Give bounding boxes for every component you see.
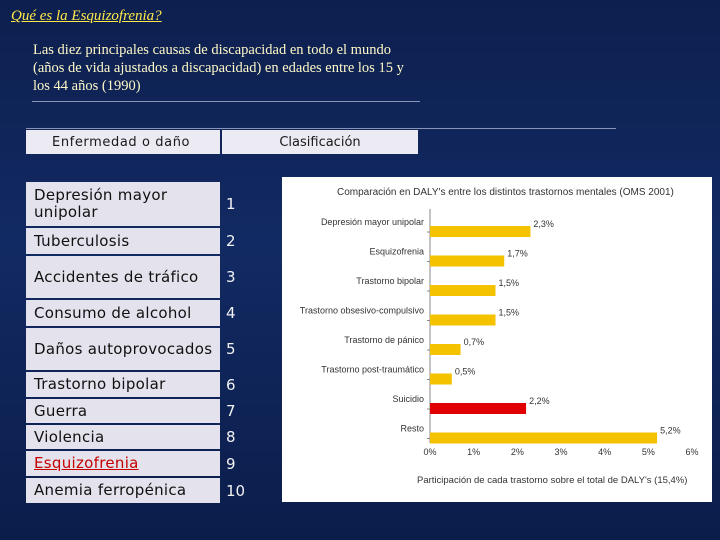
table-cell-rank: 5 [226, 340, 236, 358]
table-cell-rank: 3 [226, 268, 236, 286]
chart-data-label: 2,3% [533, 219, 554, 229]
table-cell-disease: Tuberculosis [26, 228, 220, 254]
daly-chart: Comparación en DALY's entre los distinto… [282, 177, 712, 502]
chart-bar [430, 344, 461, 355]
table-row: Esquizofrenia 9 [26, 451, 266, 476]
chart-data-label: 0,5% [455, 367, 476, 377]
chart-data-label: 0,7% [464, 337, 485, 347]
chart-bar [430, 314, 496, 326]
esquizofrenia-link[interactable]: Esquizofrenia [34, 454, 139, 472]
table-cell-disease: Consumo de alcohol [26, 300, 220, 326]
chart-bar [430, 255, 505, 267]
table-cell-disease: Anemia ferropénica [26, 478, 220, 503]
table-cell-rank: 10 [226, 481, 246, 500]
table-row: Violencia 8 [26, 425, 266, 449]
table-row: Depresión mayor unipolar 1 [26, 182, 266, 226]
chart-category-label: Trastorno obsesivo-compulsivo [300, 306, 424, 316]
table-cell-rank: 6 [226, 375, 236, 394]
table-row: Tuberculosis 2 [26, 228, 266, 254]
column-header-rank: Clasificación [222, 130, 418, 154]
chart-category-label: Trastorno de pánico [344, 335, 424, 345]
chart-data-label: 5,2% [660, 426, 681, 436]
chart-bar [430, 285, 496, 296]
table-cell-disease: Daños autoprovocados [26, 328, 220, 370]
table-cell-disease: Accidentes de tráfico [26, 256, 220, 298]
chart-data-label: 1,7% [507, 249, 528, 259]
slide-subtitle: Las diez principales causas de discapaci… [33, 42, 404, 94]
chart-tick-label: 4% [598, 447, 611, 457]
chart-bar [430, 373, 452, 385]
table-row: Daños autoprovocados 5 [26, 328, 266, 370]
chart-tick-label: 3% [554, 447, 567, 457]
slide-title: Qué es la Esquizofrenia? [11, 8, 162, 24]
chart-data-label: 1,5% [499, 278, 520, 288]
divider [26, 128, 616, 129]
table-row: Trastorno bipolar 6 [26, 372, 266, 397]
chart-tick-label: 2% [511, 447, 524, 457]
table-cell-rank: 4 [226, 304, 236, 322]
chart-xlabel: Participación de cada trastorno sobre el… [417, 475, 687, 486]
table-row: Anemia ferropénica 10 [26, 478, 266, 503]
chart-category-label: Resto [400, 424, 424, 434]
table-cell-disease: Guerra [26, 399, 220, 423]
chart-tick-label: 6% [685, 447, 698, 457]
table-cell-rank: 1 [226, 195, 236, 213]
chart-category-label: Depresión mayor unipolar [321, 217, 424, 227]
chart-tick-label: 0% [423, 447, 436, 457]
table-cell-rank: 8 [226, 428, 236, 446]
chart-category-label: Suicidio [392, 394, 424, 404]
chart-tick-label: 5% [642, 447, 655, 457]
chart-category-label: Trastorno bipolar [356, 276, 424, 286]
table-row: Guerra 7 [26, 399, 266, 423]
chart-category-label: Trastorno post-traumático [321, 365, 424, 375]
table-row: Consumo de alcohol 4 [26, 300, 266, 326]
column-header-disease: Enfermedad o daño [26, 130, 220, 154]
chart-data-label: 1,5% [499, 308, 520, 318]
chart-title: Comparación en DALY's entre los distinto… [337, 187, 674, 198]
table-cell-disease: Depresión mayor unipolar [26, 182, 220, 226]
daly-chart-svg: Comparación en DALY's entre los distinto… [300, 187, 699, 486]
chart-bar [430, 403, 527, 414]
table-cell-disease: Esquizofrenia [26, 451, 220, 476]
table-cell-rank: 9 [226, 454, 236, 473]
divider [32, 101, 420, 102]
chart-data-label: 2,2% [529, 396, 550, 406]
chart-bar [430, 226, 531, 237]
table-cell-disease: Trastorno bipolar [26, 372, 220, 397]
chart-bar [430, 432, 658, 444]
table-cell-rank: 2 [226, 232, 236, 250]
table-cell-disease: Violencia [26, 425, 220, 449]
table-cell-rank: 7 [226, 402, 236, 420]
table-row: Accidentes de tráfico 3 [26, 256, 266, 298]
chart-category-label: Esquizofrenia [369, 247, 424, 257]
chart-tick-label: 1% [467, 447, 480, 457]
